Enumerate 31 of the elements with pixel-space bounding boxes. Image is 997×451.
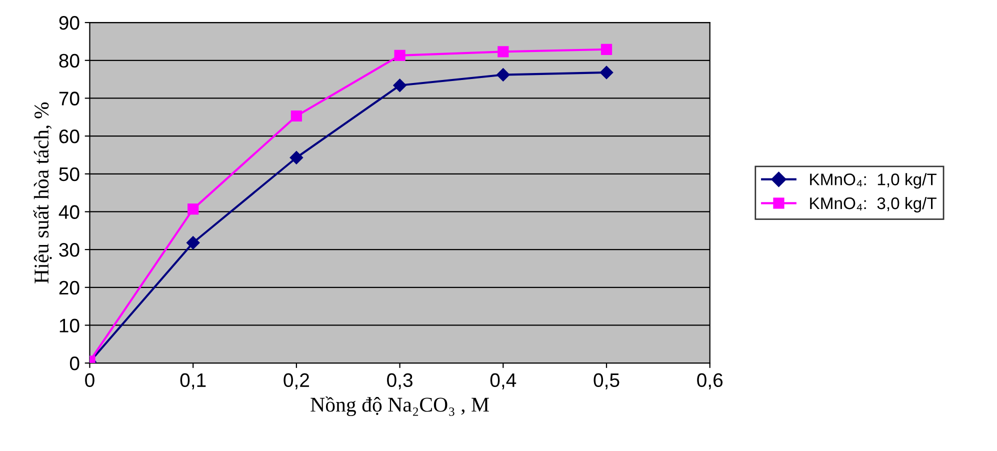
x-tick-label: 0,5 bbox=[594, 373, 620, 390]
x-tick-label: 0,1 bbox=[180, 373, 206, 390]
legend-label: KMnO₄: 1,0 kg/T bbox=[810, 173, 936, 189]
y-tick-label: 20 bbox=[59, 280, 80, 295]
y-tick-label: 0 bbox=[70, 356, 80, 370]
point bbox=[188, 204, 199, 215]
y-tick-label: 50 bbox=[59, 167, 80, 182]
y-tick-label: 60 bbox=[59, 130, 80, 144]
x-tick-label: 0,3 bbox=[387, 373, 412, 390]
point bbox=[600, 44, 612, 55]
y-tick-label: 40 bbox=[58, 205, 80, 219]
point bbox=[498, 46, 509, 58]
point bbox=[394, 50, 406, 62]
point bbox=[600, 66, 614, 80]
x-axis-title: Nồng độ Na₂CO₃ , M bbox=[310, 396, 489, 416]
x-tick-label: 0 bbox=[85, 373, 94, 388]
y-tick-label: 30 bbox=[59, 243, 80, 257]
x-tick-label: 0,2 bbox=[284, 373, 309, 390]
point bbox=[186, 236, 200, 250]
point bbox=[290, 151, 304, 164]
y-tick-label: 80 bbox=[59, 54, 80, 68]
y-axis-title: Hiệu suất hòa tách, % bbox=[33, 102, 52, 284]
y-tick-label: 70 bbox=[59, 92, 80, 106]
point bbox=[393, 78, 406, 92]
point bbox=[496, 68, 510, 82]
y-tick-label: 90 bbox=[59, 16, 80, 30]
point bbox=[290, 110, 302, 122]
x-tick-label: 0,6 bbox=[697, 373, 723, 390]
legend-label: KMnO₄: 3,0 kg/T bbox=[810, 196, 936, 213]
x-tick-label: 0,4 bbox=[490, 373, 516, 390]
y-tick-label: 10 bbox=[60, 318, 80, 332]
